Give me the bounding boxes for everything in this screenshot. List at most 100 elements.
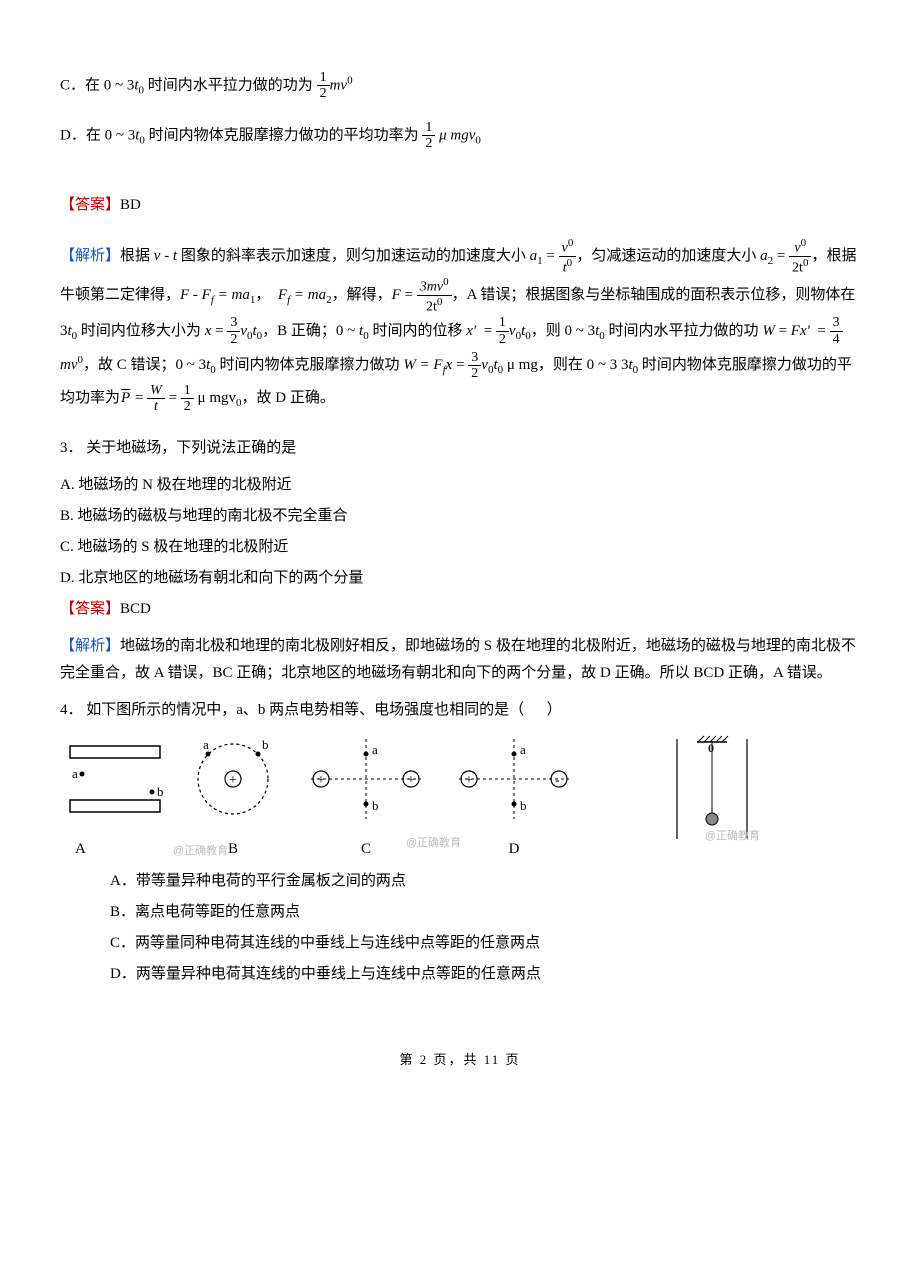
var: = ma [214, 287, 250, 303]
var: a [530, 248, 538, 264]
num: 1 [496, 315, 509, 331]
var: Fx′ [791, 323, 810, 339]
label-b: b [157, 784, 164, 799]
text: = [131, 390, 147, 406]
text: = [211, 323, 227, 339]
text: ， [255, 287, 270, 303]
text: 时间内物体克服摩擦力做功的平均功率为 [145, 127, 423, 143]
q4-stem: 4． 如下图所示的情况中，a、b 两点电势相等、电场强度也相同的是（ ） [60, 697, 860, 724]
q3-option-c: C. 地磁场的 S 极在地理的北极附近 [60, 534, 860, 561]
q3-option-d: D. 北京地区的地磁场有朝北和向下的两个分量 [60, 565, 860, 592]
var: μ mgv [435, 127, 475, 143]
text: ，解得， [332, 287, 392, 303]
label-b: b [372, 798, 379, 813]
var: = ma [290, 287, 326, 303]
text: ，匀减速运动的加速度大小 [576, 248, 760, 264]
den: 2 [227, 332, 240, 347]
q4-options: A．带等量异种电荷的平行金属板之间的两点 B．离点电荷等距的任意两点 C．两等量… [110, 868, 860, 988]
den: 2 [468, 366, 481, 381]
explain-label: 【解析】 [60, 638, 120, 654]
sup: 0 [347, 74, 353, 86]
q4-option-b: B．离点电荷等距的任意两点 [110, 899, 860, 926]
q3-option-b: B. 地磁场的磁极与地理的南北极不完全重合 [60, 503, 860, 530]
q2-option-c: C．在 0 ~ 3t0 时间内水平拉力做的功为 12mv0 [60, 70, 860, 102]
var: x′ [466, 323, 476, 339]
page-total: 11 [484, 1052, 501, 1067]
q2-answer: 【答案】BD [60, 192, 860, 219]
text: ，则 0 ~ 3 [531, 323, 595, 339]
diagram-label: D [444, 836, 584, 863]
num: 3 [227, 315, 240, 331]
var: v - t [154, 248, 177, 264]
diagram-b: + a b @正确教育 B [178, 734, 288, 863]
diagram-d: + - a b D [444, 734, 584, 863]
diagram-pendulum: 0 @正确教育 [662, 734, 762, 854]
num: 1 [181, 383, 194, 399]
text: = [814, 323, 830, 339]
like-charges-icon: + + a b [296, 734, 436, 824]
q4-option-c: C．两等量同种电荷其连线的中垂线上与连线中点等距的任意两点 [110, 930, 860, 957]
label-b: b [520, 798, 527, 813]
text: 第 [399, 1052, 419, 1067]
text: = [452, 357, 468, 373]
plus-icon: + [465, 773, 473, 788]
plus-icon: + [407, 773, 415, 788]
q2-option-d: D．在 0 ~ 3t0 时间内物体克服摩擦力做功的平均功率为 12 μ mgv0 [60, 120, 860, 152]
text: ） [547, 702, 562, 718]
den: 2t [792, 260, 803, 275]
num: 1 [422, 120, 435, 136]
fraction: 32 [227, 315, 240, 347]
sub: 0 [475, 134, 481, 146]
fraction: v02t0 [789, 237, 811, 276]
label-a: a [520, 742, 526, 757]
sup: 0 [803, 257, 809, 269]
text: 时间内物体克服摩擦力做功 [216, 357, 404, 373]
var: v [240, 323, 247, 339]
explain-text: 地磁场的南北极和地理的南北极刚好相反，即地磁场的 S 极在地理的北极附近，地磁场… [60, 638, 856, 681]
var: F [392, 287, 401, 303]
sup: 0 [443, 276, 449, 288]
text: 根据 [120, 248, 154, 264]
unlike-charges-icon: + - a b [444, 734, 584, 824]
text: = [773, 248, 789, 264]
var: v [509, 323, 516, 339]
fraction: 32 [468, 350, 481, 382]
den: 2 [422, 136, 435, 151]
fraction: 12 [422, 120, 435, 152]
sup: 0 [437, 296, 443, 308]
fraction: 12 [317, 70, 330, 102]
num: 1 [317, 70, 330, 86]
num: 3mv [420, 279, 443, 294]
label-a: a [372, 742, 378, 757]
q3-answer: 【答案】BCD [60, 596, 860, 623]
label-a: a [72, 766, 78, 781]
fraction: v0t0 [559, 237, 577, 276]
diagram-c: + + a b @正确教育 C [296, 734, 436, 863]
sup: 0 [801, 237, 807, 249]
var: F - F [180, 287, 211, 303]
var: a [760, 248, 768, 264]
fraction: 34 [830, 315, 843, 347]
den: 4 [830, 332, 843, 347]
plus-icon: + [317, 773, 325, 788]
watermark: @正确教育 [705, 827, 760, 847]
plates-icon: a b [60, 734, 170, 824]
q3-explanation: 【解析】地磁场的南北极和地理的南北极刚好相反，即地磁场的 S 极在地理的北极附近… [60, 633, 860, 687]
text: μ mg [503, 357, 538, 373]
q4-option-a: A．带等量异种电荷的平行金属板之间的两点 [110, 868, 860, 895]
num: 3 [468, 350, 481, 366]
text: = [775, 323, 791, 339]
diagram-label: A [75, 836, 170, 863]
text: ，B 正确；0 ~ [262, 323, 359, 339]
var: F [278, 287, 287, 303]
diagram-a: a b A [60, 734, 170, 863]
var: mv [60, 357, 78, 373]
text: 时间内的位移 [369, 323, 467, 339]
text: ，故 C 错误；0 ~ 3 [83, 357, 206, 373]
label-b: b [262, 737, 269, 752]
text: = [165, 390, 181, 406]
den: 2 [496, 332, 509, 347]
text: 页，共 [428, 1052, 484, 1067]
sup: 0 [567, 257, 573, 269]
answer-value: BCD [120, 601, 151, 617]
